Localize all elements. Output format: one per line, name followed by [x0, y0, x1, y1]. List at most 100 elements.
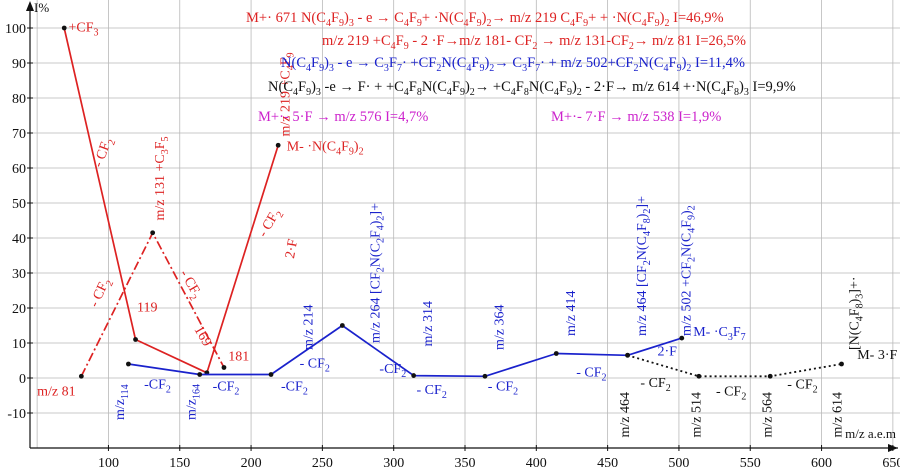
text-run: -	[213, 379, 218, 394]
text-run: e	[346, 55, 352, 71]
text-run: 5	[292, 109, 299, 125]
text-run: F	[317, 357, 325, 372]
text-run: I	[673, 10, 678, 26]
text-run: F	[598, 109, 606, 125]
text-run: ·	[572, 109, 577, 125]
text-run: 3	[592, 33, 599, 49]
axes: 100 150 200 250 300 350 400 450 500 550 600 650-100…	[5, 0, 900, 471]
text-run: 1	[715, 55, 722, 71]
text-run: z	[564, 315, 579, 321]
annotation-label: m/z164	[184, 384, 202, 420]
text-run: 4	[672, 79, 680, 95]
text-run: +	[683, 79, 691, 95]
text-run: z	[493, 329, 508, 335]
annotation-group: - CF2	[787, 378, 817, 396]
text-run: F	[409, 79, 417, 95]
text-run: -	[417, 383, 422, 398]
text-run: +	[259, 10, 267, 26]
text-run: N	[368, 257, 383, 267]
text-run: F	[434, 383, 442, 398]
annotation-label: +CF3	[69, 21, 99, 39]
text-run: 9	[404, 41, 409, 52]
text-run: ·	[402, 55, 407, 71]
text-run: z	[689, 417, 704, 423]
text-run: →	[339, 79, 354, 95]
text-run: C	[611, 33, 621, 49]
text-run: )	[311, 79, 316, 95]
text-run: ,	[722, 55, 726, 71]
text-run: %	[416, 109, 428, 125]
annotation-label: M- ·C3F7	[693, 325, 745, 343]
text-run: /	[679, 321, 694, 325]
text-run: 4	[564, 291, 579, 298]
text-run: z	[421, 326, 436, 332]
text-run: 5	[679, 305, 694, 312]
text-run: /	[368, 328, 383, 332]
y-axis-label: I%	[34, 0, 49, 15]
text-run: 7	[535, 63, 540, 74]
text-run: 5	[727, 33, 734, 49]
annotation-group: -CF2	[213, 379, 240, 397]
text-run: m	[627, 109, 639, 125]
equation-line-4: N(C4F9)3 -e → F· + +C4F8N(C4F9)2→ +C4F8N…	[268, 79, 796, 98]
text-run: 3	[744, 87, 749, 98]
annotation-group: - CF2	[417, 383, 447, 401]
text-run: C	[711, 79, 721, 95]
text-run: /	[572, 55, 577, 71]
text-run: -	[357, 10, 362, 26]
text-run: -	[488, 379, 493, 394]
annotation-group: - CF2	[640, 376, 670, 394]
text-run: =	[683, 109, 691, 125]
text-run: 4	[761, 392, 776, 399]
text-run: 6	[276, 10, 283, 26]
text-run: F	[594, 365, 602, 380]
text-run: 6	[831, 406, 846, 413]
text-run: 7	[741, 332, 746, 343]
text-run: →	[491, 10, 506, 26]
text-run: 1	[120, 394, 131, 399]
text-run: 8	[492, 33, 499, 49]
text-run: 2	[279, 105, 294, 112]
text-run: M	[551, 109, 564, 125]
text-run: N	[529, 79, 540, 95]
text-run: 4	[306, 63, 311, 74]
x-tick-label: 100	[98, 456, 119, 471]
text-run: +	[410, 55, 418, 71]
text-run: N	[696, 79, 707, 95]
text-run: )	[739, 79, 744, 95]
text-run: z	[337, 33, 344, 49]
text-run: /	[113, 405, 128, 409]
text-run: F	[669, 55, 677, 71]
text-run: 6	[374, 109, 381, 125]
text-run: -	[576, 365, 581, 380]
text-run: 4	[375, 225, 386, 230]
data-point	[767, 373, 773, 379]
text-run: 4	[642, 231, 653, 236]
text-run: -	[87, 299, 103, 310]
text-run: [	[848, 345, 863, 350]
y-tick-label: 70	[12, 127, 26, 142]
text-run: C	[724, 385, 733, 400]
text-run: ]	[635, 204, 650, 209]
text-run: m	[831, 427, 846, 438]
text-run: M	[693, 325, 706, 340]
text-run: C	[584, 365, 593, 380]
text-run: 4	[664, 63, 669, 74]
text-run: m	[322, 33, 334, 49]
text-run: 1	[484, 33, 491, 49]
text-run: +	[279, 80, 294, 88]
text-run: 4	[464, 18, 469, 29]
text-run: F	[733, 325, 741, 340]
y-tick-label: 60	[12, 162, 26, 177]
x-tick-label: 500	[668, 456, 689, 471]
annotation-label: m/z 414	[564, 291, 579, 337]
text-run: -	[870, 348, 875, 363]
text-run: z	[574, 33, 581, 49]
text-run: /	[564, 321, 579, 325]
data-point	[339, 323, 345, 328]
text-run: +	[588, 10, 596, 26]
text-run: z	[635, 315, 650, 321]
annotation-group: M- ·N(C4F9)2	[287, 140, 364, 158]
text-run: 4	[635, 305, 650, 312]
reaction-equations: M+· 671 N(C4F9)3 - e → C4F9+ ·N(C4F9)2→ …	[246, 10, 796, 125]
